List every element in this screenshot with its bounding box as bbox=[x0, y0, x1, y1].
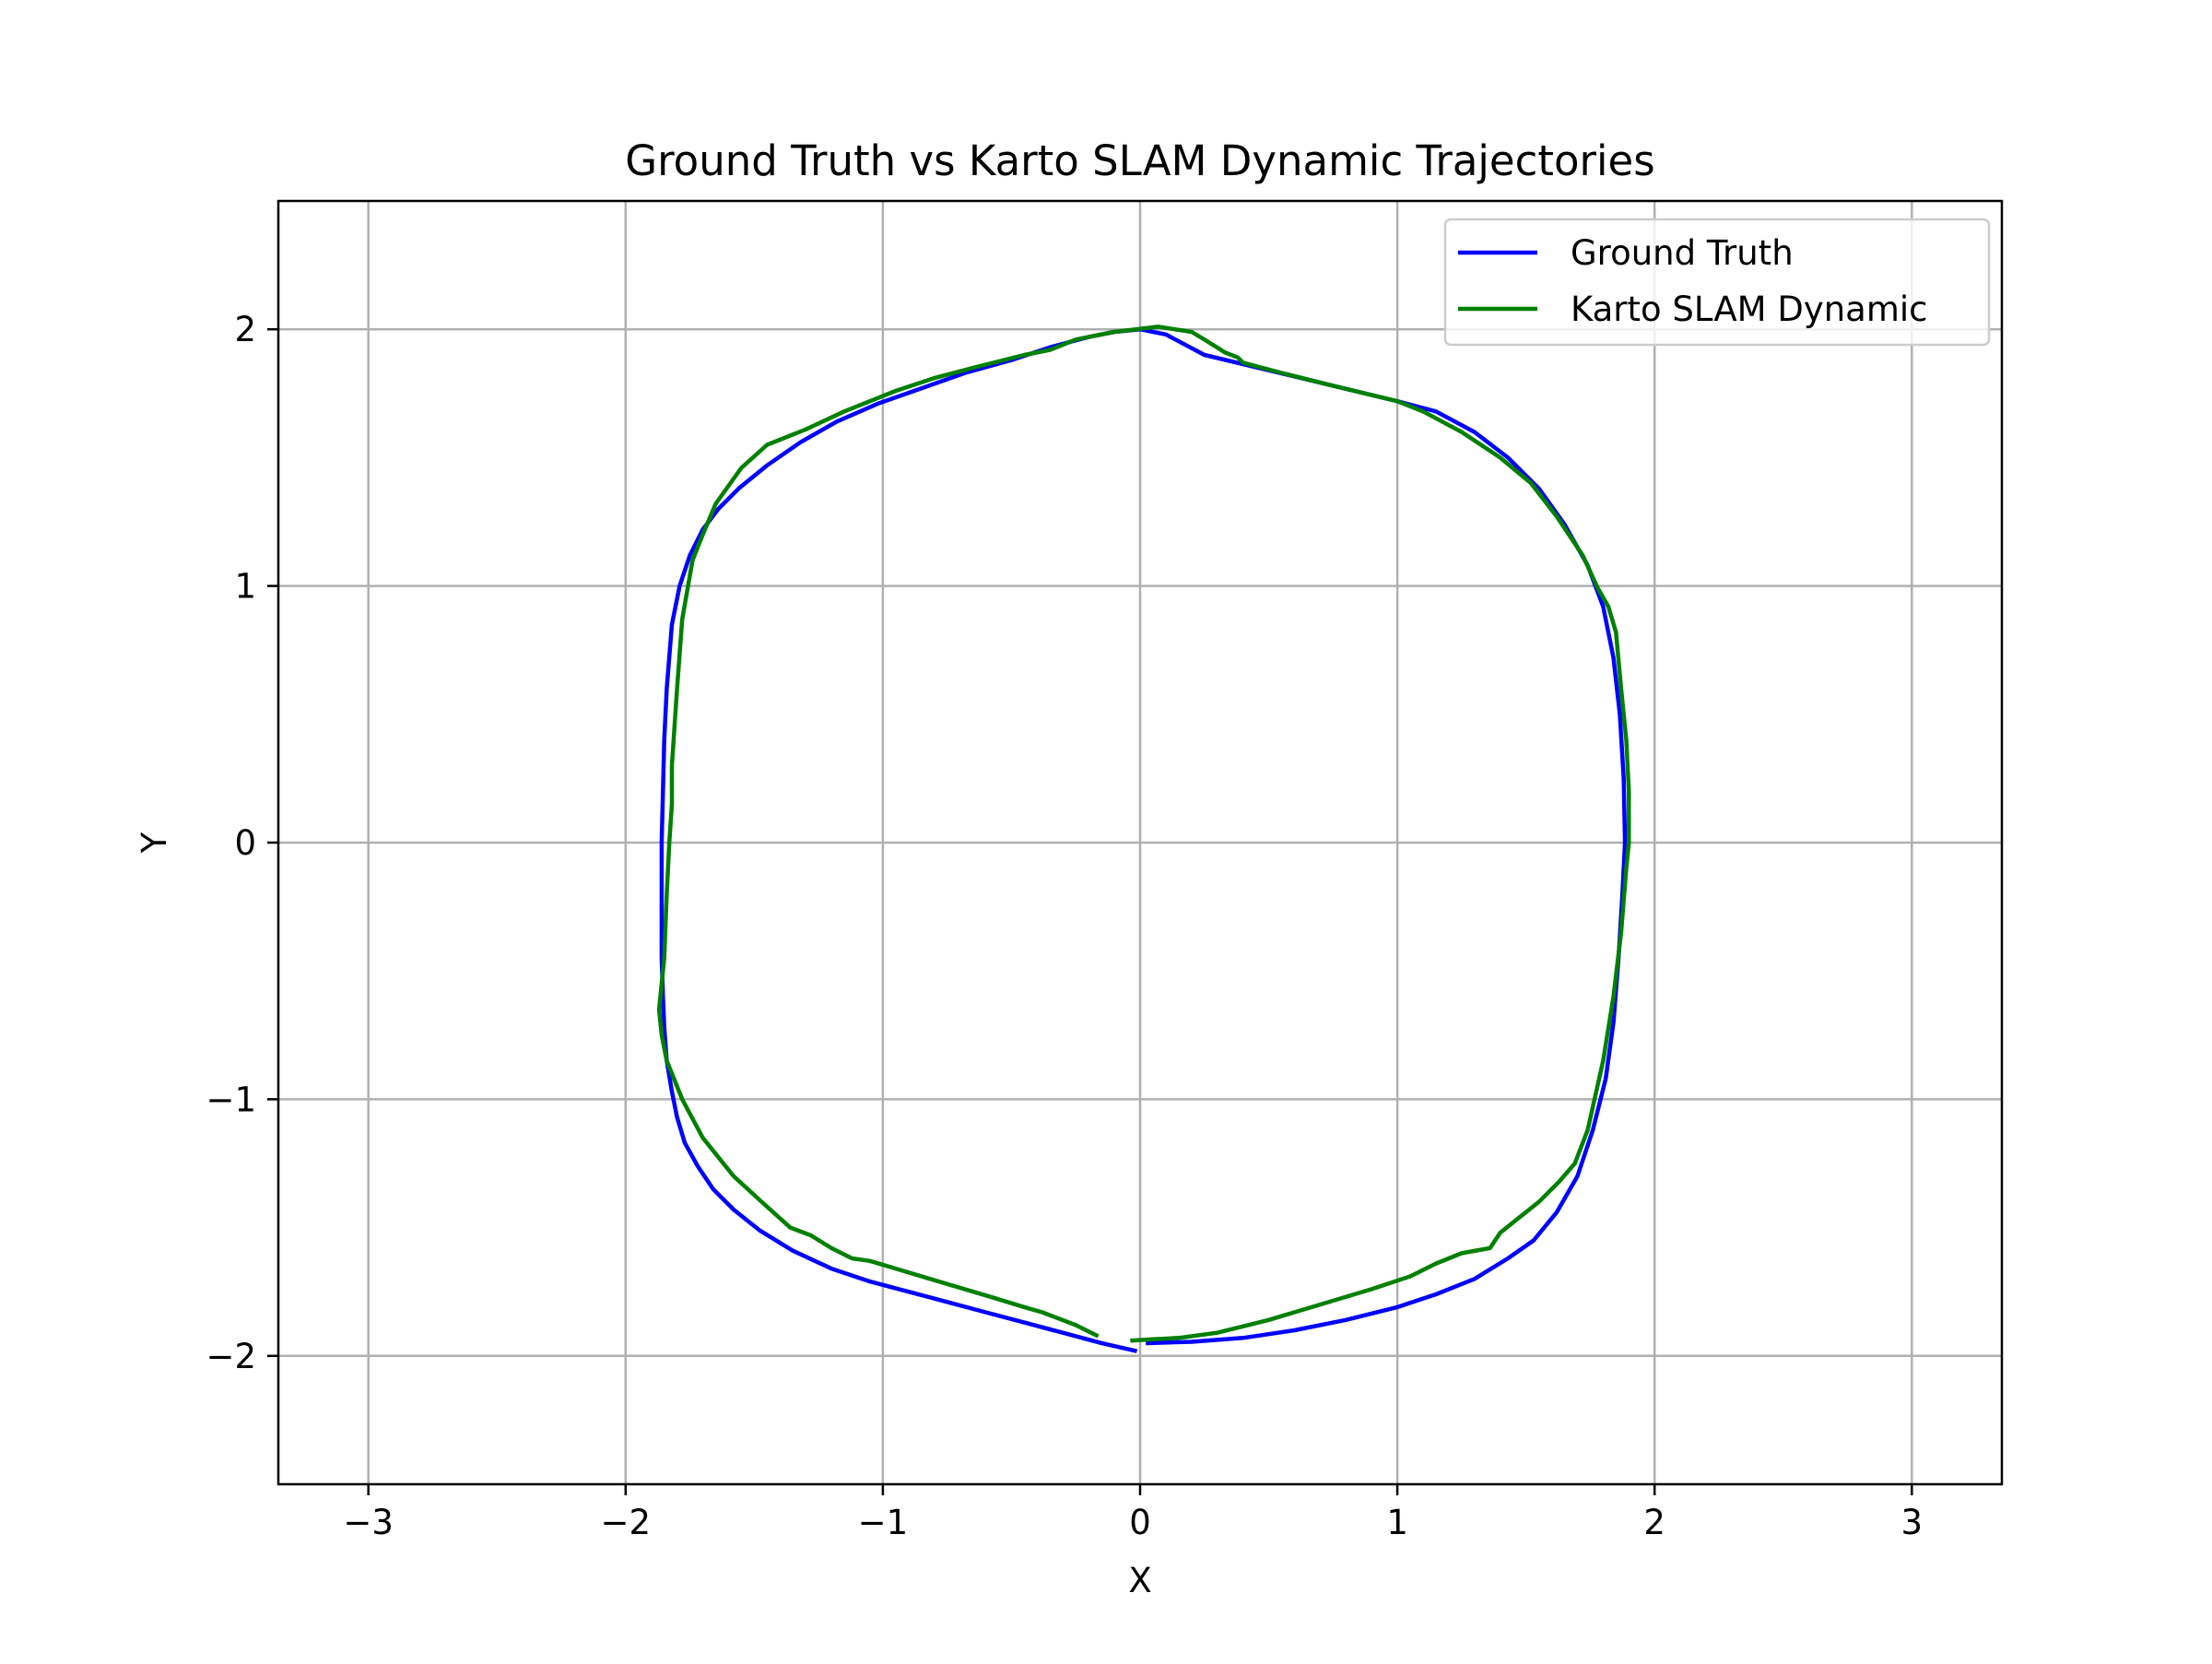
x-tick-label: −1 bbox=[858, 1503, 909, 1542]
y-tick-label: 1 bbox=[234, 567, 256, 607]
grid bbox=[278, 201, 2002, 1484]
series-line-ground-truth bbox=[659, 326, 1628, 1353]
y-tick-label: −2 bbox=[206, 1337, 256, 1376]
legend-label-ground-truth: Ground Truth bbox=[1571, 233, 1794, 273]
x-axis-label: X bbox=[1128, 1561, 1151, 1600]
x-tick-label: 2 bbox=[1643, 1503, 1665, 1542]
y-tick-label: 0 bbox=[234, 823, 256, 863]
y-tick-label: 2 bbox=[234, 310, 256, 349]
y-tick-label: −1 bbox=[206, 1080, 256, 1119]
x-tick-label: 3 bbox=[1901, 1503, 1924, 1542]
y-axis-label: Y bbox=[135, 832, 174, 854]
x-tick-label: −2 bbox=[601, 1503, 652, 1542]
x-tick-label: −3 bbox=[343, 1503, 394, 1542]
plot-frame bbox=[276, 199, 2004, 1486]
chart-title: Ground Truth vs Karto SLAM Dynamic Traje… bbox=[625, 136, 1654, 185]
x-tick-label: 0 bbox=[1129, 1503, 1151, 1542]
x-tick-label: 1 bbox=[1386, 1503, 1408, 1542]
axis-ticks: −3 −2 −1 0 1 2 3 −2 −1 0 1 2 bbox=[206, 310, 1923, 1542]
legend: Ground Truth Karto SLAM Dynamic bbox=[1443, 218, 1991, 347]
legend-label-karto-slam-dynamic: Karto SLAM Dynamic bbox=[1571, 289, 1928, 329]
legend-box bbox=[1443, 218, 1991, 347]
series-group bbox=[656, 325, 1631, 1353]
series-line-karto-slam-dynamic bbox=[656, 325, 1631, 1343]
